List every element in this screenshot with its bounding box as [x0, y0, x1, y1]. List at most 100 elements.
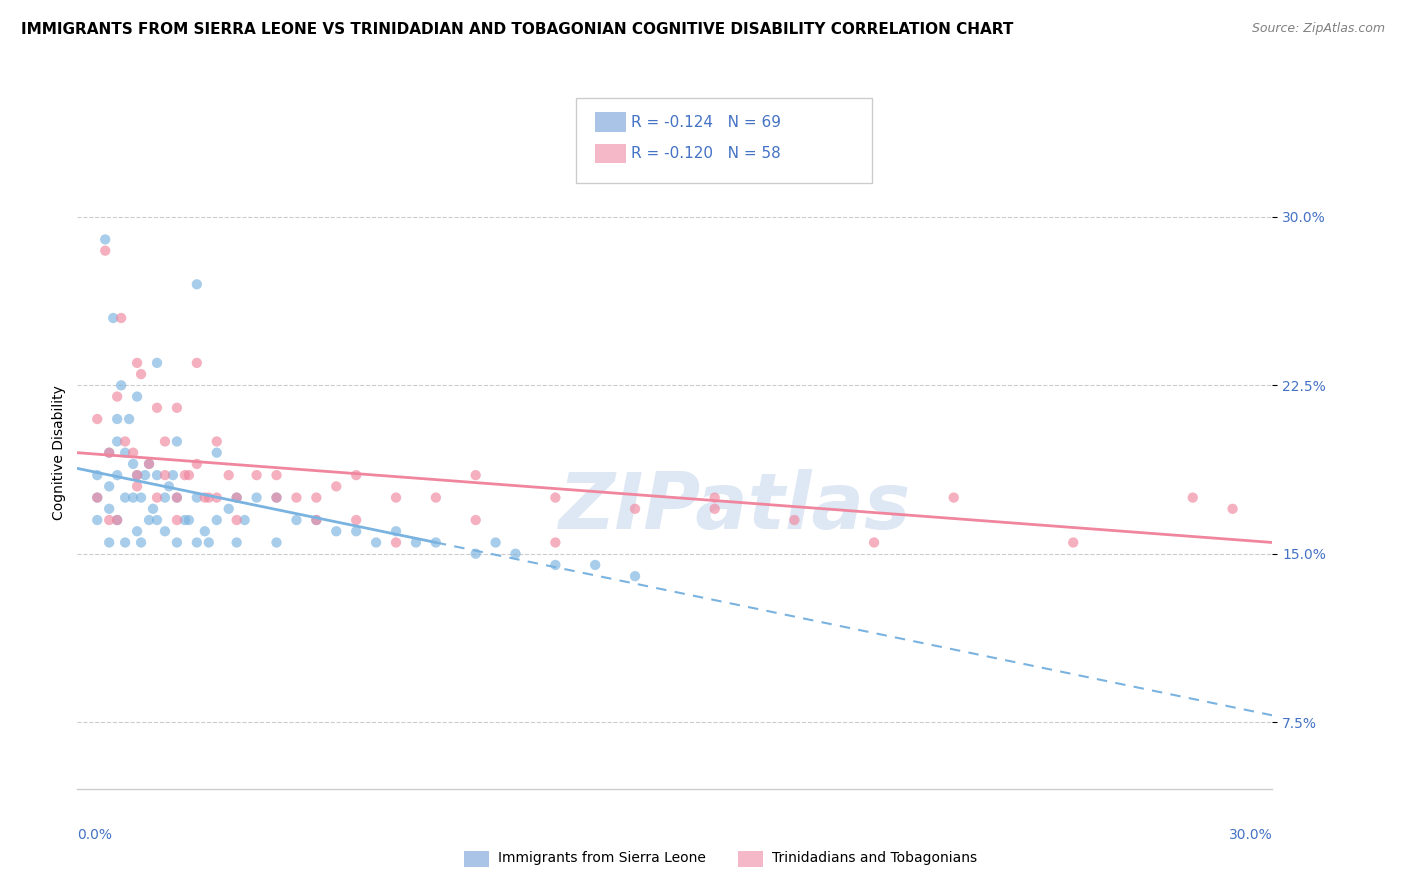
- Point: [127, 468, 149, 483]
- Point: [544, 558, 567, 572]
- Point: [385, 535, 408, 549]
- Point: [325, 479, 347, 493]
- Point: [122, 491, 145, 505]
- Point: [105, 513, 128, 527]
- Point: [98, 501, 121, 516]
- Point: [246, 468, 269, 483]
- Point: [162, 468, 184, 483]
- Point: [146, 468, 169, 483]
- Point: [863, 535, 886, 549]
- Point: [366, 535, 388, 549]
- Point: [305, 513, 328, 527]
- Text: Immigrants from Sierra Leone: Immigrants from Sierra Leone: [498, 851, 706, 865]
- Point: [583, 558, 606, 572]
- Point: [166, 434, 188, 449]
- Point: [385, 491, 408, 505]
- Point: [205, 434, 228, 449]
- Point: [94, 244, 117, 258]
- Point: [105, 412, 128, 426]
- Point: [174, 468, 197, 483]
- Point: [205, 513, 228, 527]
- Point: [98, 446, 121, 460]
- Point: [129, 367, 152, 381]
- Point: [98, 513, 121, 527]
- Point: [246, 491, 269, 505]
- Point: [624, 501, 647, 516]
- Point: [194, 524, 217, 539]
- Point: [218, 468, 240, 483]
- Point: [127, 524, 149, 539]
- Point: [186, 491, 208, 505]
- Point: [86, 491, 108, 505]
- Text: Trinidadians and Tobagonians: Trinidadians and Tobagonians: [772, 851, 977, 865]
- Point: [138, 513, 160, 527]
- Point: [544, 491, 567, 505]
- Point: [544, 535, 567, 549]
- Point: [110, 378, 132, 392]
- Point: [1062, 535, 1084, 549]
- Point: [186, 277, 208, 292]
- Text: R = -0.120   N = 58: R = -0.120 N = 58: [631, 146, 782, 161]
- Text: 0.0%: 0.0%: [77, 829, 112, 842]
- Point: [146, 513, 169, 527]
- Point: [425, 535, 447, 549]
- Point: [186, 356, 208, 370]
- Point: [166, 491, 188, 505]
- Point: [114, 491, 136, 505]
- Point: [129, 535, 152, 549]
- Point: [98, 446, 121, 460]
- Point: [105, 434, 128, 449]
- Point: [166, 535, 188, 549]
- Point: [405, 535, 427, 549]
- Point: [1181, 491, 1204, 505]
- Point: [218, 501, 240, 516]
- Point: [505, 547, 527, 561]
- Point: [146, 356, 169, 370]
- Point: [94, 232, 117, 246]
- Point: [86, 412, 108, 426]
- Point: [105, 513, 128, 527]
- Point: [205, 446, 228, 460]
- Point: [186, 457, 208, 471]
- Point: [305, 513, 328, 527]
- Point: [153, 434, 176, 449]
- Point: [157, 479, 180, 493]
- Point: [127, 479, 149, 493]
- Point: [198, 491, 221, 505]
- Text: IMMIGRANTS FROM SIERRA LEONE VS TRINIDADIAN AND TOBAGONIAN COGNITIVE DISABILITY : IMMIGRANTS FROM SIERRA LEONE VS TRINIDAD…: [21, 22, 1014, 37]
- Text: Source: ZipAtlas.com: Source: ZipAtlas.com: [1251, 22, 1385, 36]
- Point: [225, 491, 247, 505]
- Point: [942, 491, 965, 505]
- Point: [122, 446, 145, 460]
- Point: [110, 311, 132, 326]
- Point: [86, 513, 108, 527]
- Point: [118, 412, 141, 426]
- Point: [142, 501, 165, 516]
- Point: [114, 535, 136, 549]
- Point: [703, 501, 725, 516]
- Point: [138, 457, 160, 471]
- Point: [153, 491, 176, 505]
- Point: [285, 513, 308, 527]
- Point: [194, 491, 217, 505]
- Point: [98, 479, 121, 493]
- Point: [105, 390, 128, 404]
- Point: [325, 524, 347, 539]
- Point: [138, 457, 160, 471]
- Point: [174, 513, 197, 527]
- Point: [464, 513, 486, 527]
- Point: [344, 513, 367, 527]
- Point: [177, 468, 200, 483]
- Text: ZIPatlas: ZIPatlas: [558, 468, 911, 545]
- Point: [127, 390, 149, 404]
- Point: [266, 535, 288, 549]
- Y-axis label: Cognitive Disability: Cognitive Disability: [52, 385, 66, 520]
- Text: 30.0%: 30.0%: [1229, 829, 1272, 842]
- Point: [86, 491, 108, 505]
- Point: [122, 457, 145, 471]
- Point: [198, 535, 221, 549]
- Point: [783, 513, 806, 527]
- Point: [103, 311, 124, 326]
- Point: [624, 569, 647, 583]
- Point: [344, 524, 367, 539]
